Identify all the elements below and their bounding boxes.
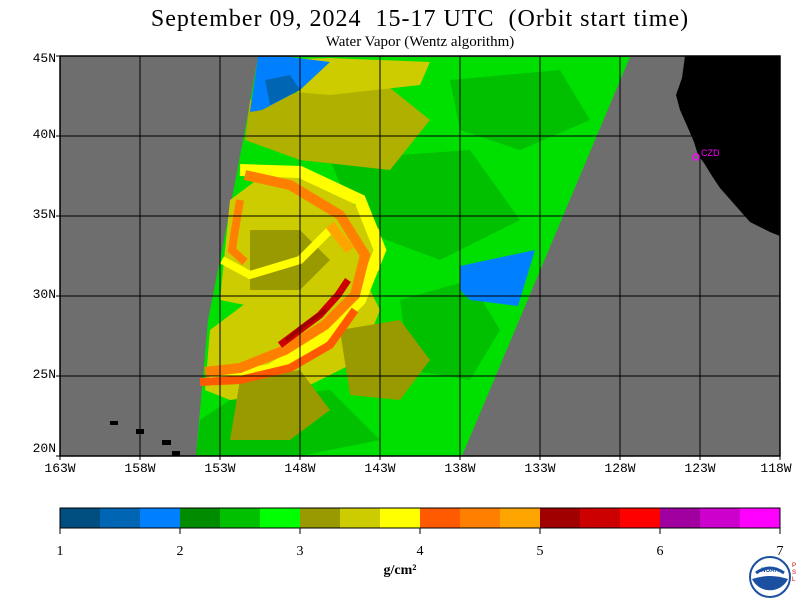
- colorbar-units: g/cm²: [383, 563, 417, 578]
- colorbar-swatch: [620, 508, 661, 528]
- lon-label-143w: 143W: [364, 461, 396, 476]
- colorbar-swatch: [540, 508, 581, 528]
- colorbar-label-2: 2: [176, 544, 184, 559]
- lat-label-45n: 45N: [32, 51, 56, 66]
- lon-label-133w: 133W: [524, 461, 556, 476]
- land-mass: [676, 56, 780, 236]
- map-title: September 09, 2024 15-17 UTC (Orbit star…: [150, 6, 690, 32]
- station-label: CZD: [701, 148, 720, 158]
- lon-label-138w: 138W: [444, 461, 476, 476]
- lat-label-30n: 30N: [32, 287, 56, 302]
- lon-label-158w: 158W: [124, 461, 156, 476]
- lon-label-148w: 148W: [284, 461, 316, 476]
- lat-label-20n: 20N: [32, 441, 56, 456]
- map-subtitle: Water Vapor (Wentz algorithm): [325, 34, 515, 50]
- colorbar-swatch: [340, 508, 381, 528]
- lat-label-40n: 40N: [32, 127, 56, 142]
- station-marker: [692, 153, 700, 161]
- colorbar-swatch: [220, 508, 261, 528]
- colorbar-swatch: [580, 508, 621, 528]
- lon-label-163w: 163W: [44, 461, 76, 476]
- colorbar-swatch: [660, 508, 701, 528]
- lon-label-153w: 153W: [204, 461, 236, 476]
- colorbar-swatch: [740, 508, 781, 528]
- colorbar-swatch: [380, 508, 421, 528]
- colorbar-ticks: [59, 528, 781, 534]
- colorbar-swatch: [300, 508, 341, 528]
- lon-label-123w: 123W: [684, 461, 716, 476]
- colorbar-label-3: 3: [296, 544, 304, 559]
- lat-label-25n: 25N: [32, 367, 56, 382]
- colorbar-swatch: [460, 508, 501, 528]
- colorbar-swatch: [100, 508, 141, 528]
- colorbar-label-6: 6: [656, 544, 664, 559]
- lon-label-128w: 128W: [604, 461, 636, 476]
- colorbar: [59, 507, 781, 529]
- noaa-logo-text: NOAA: [761, 568, 779, 574]
- colorbar-label-7: 7: [776, 544, 784, 559]
- lon-label-118w: 118W: [760, 461, 792, 476]
- colorbar-swatch: [500, 508, 541, 528]
- colorbar-swatch: [420, 508, 461, 528]
- colorbar-swatch: [140, 508, 181, 528]
- map-frame: [59, 55, 781, 457]
- lat-label-35n: 35N: [32, 207, 56, 222]
- colorbar-label-4: 4: [416, 544, 424, 559]
- colorbar-swatch: [260, 508, 301, 528]
- colorbar-swatch: [60, 508, 101, 528]
- colorbar-swatch: [180, 508, 221, 528]
- colorbar-label-1: 1: [56, 544, 64, 559]
- colorbar-label-5: 5: [536, 544, 544, 559]
- colorbar-swatch: [700, 508, 741, 528]
